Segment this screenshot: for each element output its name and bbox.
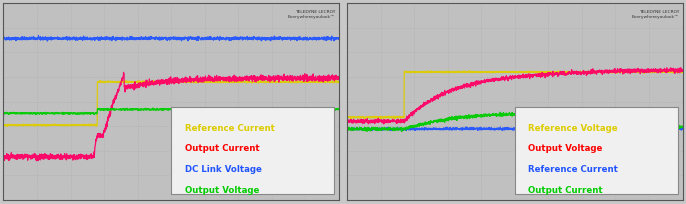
Text: Reference Current: Reference Current [528,164,618,173]
Text: Output Current: Output Current [528,185,603,194]
Bar [171,108,334,194]
Text: DC Link Voltage: DC Link Voltage [185,164,261,173]
Text: Reference Current: Reference Current [185,123,274,132]
Bar [515,108,678,194]
Text: Output Voltage: Output Voltage [185,185,259,194]
Text: Reference Voltage: Reference Voltage [528,123,618,132]
Text: TELEDYNE LECROY
Everywhereyoulook™: TELEDYNE LECROY Everywhereyoulook™ [632,10,679,19]
Text: Output Voltage: Output Voltage [528,144,603,153]
Text: TELEDYNE LECROY
Everywhereyoulook™: TELEDYNE LECROY Everywhereyoulook™ [288,10,335,19]
Text: Output Current: Output Current [185,144,259,153]
